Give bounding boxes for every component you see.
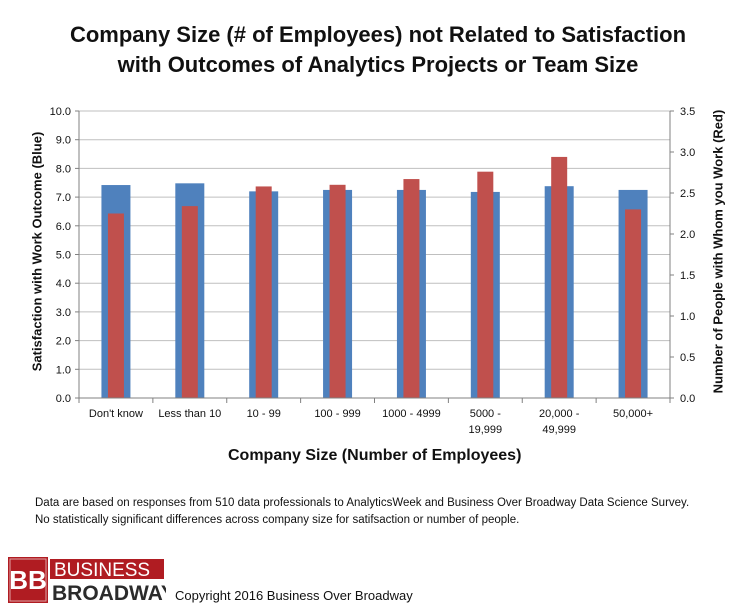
x-axis-title: Company Size (Number of Employees) bbox=[228, 447, 522, 464]
y-left-tick-label: 8.0 bbox=[56, 163, 71, 175]
bar-team-size bbox=[181, 206, 198, 398]
bar-team-size bbox=[625, 209, 642, 398]
y-right-tick-label: 2.0 bbox=[680, 229, 695, 241]
logo-word1-box bbox=[50, 559, 164, 579]
y-left-tick-label: 10.0 bbox=[50, 106, 71, 118]
y-left-tick-label: 6.0 bbox=[56, 221, 71, 233]
x-tick-label: Don't know bbox=[89, 408, 143, 420]
footnote-line-2: No statistically significant differences… bbox=[35, 514, 520, 526]
chart-title-line-1: Company Size (# of Employees) not Relate… bbox=[69, 22, 687, 47]
y-axis-right-title: Number of People with Whom you Work (Red… bbox=[710, 109, 726, 394]
x-tick-label: 49,999 bbox=[542, 424, 576, 436]
logo-monogram: BB bbox=[9, 565, 47, 595]
y-left-tick-label: 1.0 bbox=[56, 364, 71, 376]
y-left-tick-label: 9.0 bbox=[56, 135, 71, 147]
logo-word-broadway: BROADWAY bbox=[52, 582, 166, 603]
y-left-tick-label: 4.0 bbox=[56, 278, 71, 290]
y-right-tick-label: 0.0 bbox=[680, 393, 695, 405]
y-left-tick-label: 3.0 bbox=[56, 307, 71, 319]
bar-team-size bbox=[107, 213, 124, 398]
tick-labels: 0.0 1.0 2.0 3.0 4.0 5.0 6.0 7.0 8.0 9.0 10.0 0.0 0.5… bbox=[50, 106, 696, 436]
y-left-tick-label: 0.0 bbox=[56, 393, 71, 405]
logo-word-business: BUSINESS bbox=[54, 560, 150, 581]
x-tick-label: 5000 - bbox=[470, 408, 502, 420]
plot-area: 0.0 1.0 2.0 3.0 4.0 5.0 6.0 7.0 8.0 9.0 10.0 0.0 0.5… bbox=[50, 106, 696, 436]
bar-team-size bbox=[403, 179, 420, 398]
y-left-tick-label: 7.0 bbox=[56, 192, 71, 204]
x-tick-label: 19,999 bbox=[468, 424, 502, 436]
x-tick-label: Less than 10 bbox=[158, 408, 221, 420]
chart-title-line-2: with Outcomes of Analytics Projects or T… bbox=[117, 52, 639, 77]
bar-series bbox=[101, 156, 648, 398]
y-right-tick-label: 1.0 bbox=[680, 311, 695, 323]
x-tick-label: 50,000+ bbox=[613, 408, 653, 420]
copyright-text: Copyright 2016 Business Over Broadway bbox=[175, 588, 413, 603]
logo-graphic: BB BUSINESS BROADWAY bbox=[8, 557, 175, 605]
y-axis-left-title: Satisfaction with Work Outcome (Blue) bbox=[29, 131, 45, 372]
y-right-tick-label: 3.0 bbox=[680, 147, 695, 159]
bar-team-size bbox=[329, 184, 346, 398]
logo-monogram-box bbox=[8, 557, 48, 603]
footnote-line-1: Data are based on responses from 510 dat… bbox=[35, 497, 690, 509]
axes bbox=[75, 110, 674, 403]
y-left-tick-label: 5.0 bbox=[56, 250, 71, 262]
x-tick-label: 10 - 99 bbox=[247, 408, 281, 420]
bar-team-size bbox=[551, 156, 568, 398]
business-broadway-logo: BB BUSINESS BROADWAY bbox=[8, 557, 175, 605]
x-tick-label: 100 - 999 bbox=[314, 408, 360, 420]
y-left-tick-label: 2.0 bbox=[56, 336, 71, 348]
bar-team-size bbox=[255, 186, 272, 398]
y-right-tick-label: 2.5 bbox=[680, 188, 695, 200]
y-right-tick-label: 1.5 bbox=[680, 270, 695, 282]
y-right-tick-label: 3.5 bbox=[680, 106, 695, 118]
gridlines bbox=[79, 110, 670, 399]
x-tick-label: 20,000 - bbox=[539, 408, 580, 420]
y-right-tick-label: 0.5 bbox=[680, 352, 695, 364]
x-tick-label: 1000 - 4999 bbox=[382, 408, 441, 420]
bar-team-size bbox=[477, 171, 494, 398]
